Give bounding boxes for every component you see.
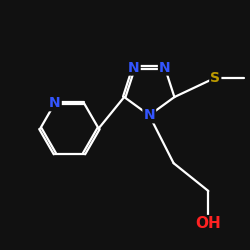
Text: OH: OH xyxy=(196,216,221,231)
Text: N: N xyxy=(159,60,171,74)
Text: N: N xyxy=(144,108,155,122)
Text: N: N xyxy=(49,96,61,110)
Text: N: N xyxy=(128,60,140,74)
Text: S: S xyxy=(210,71,220,85)
